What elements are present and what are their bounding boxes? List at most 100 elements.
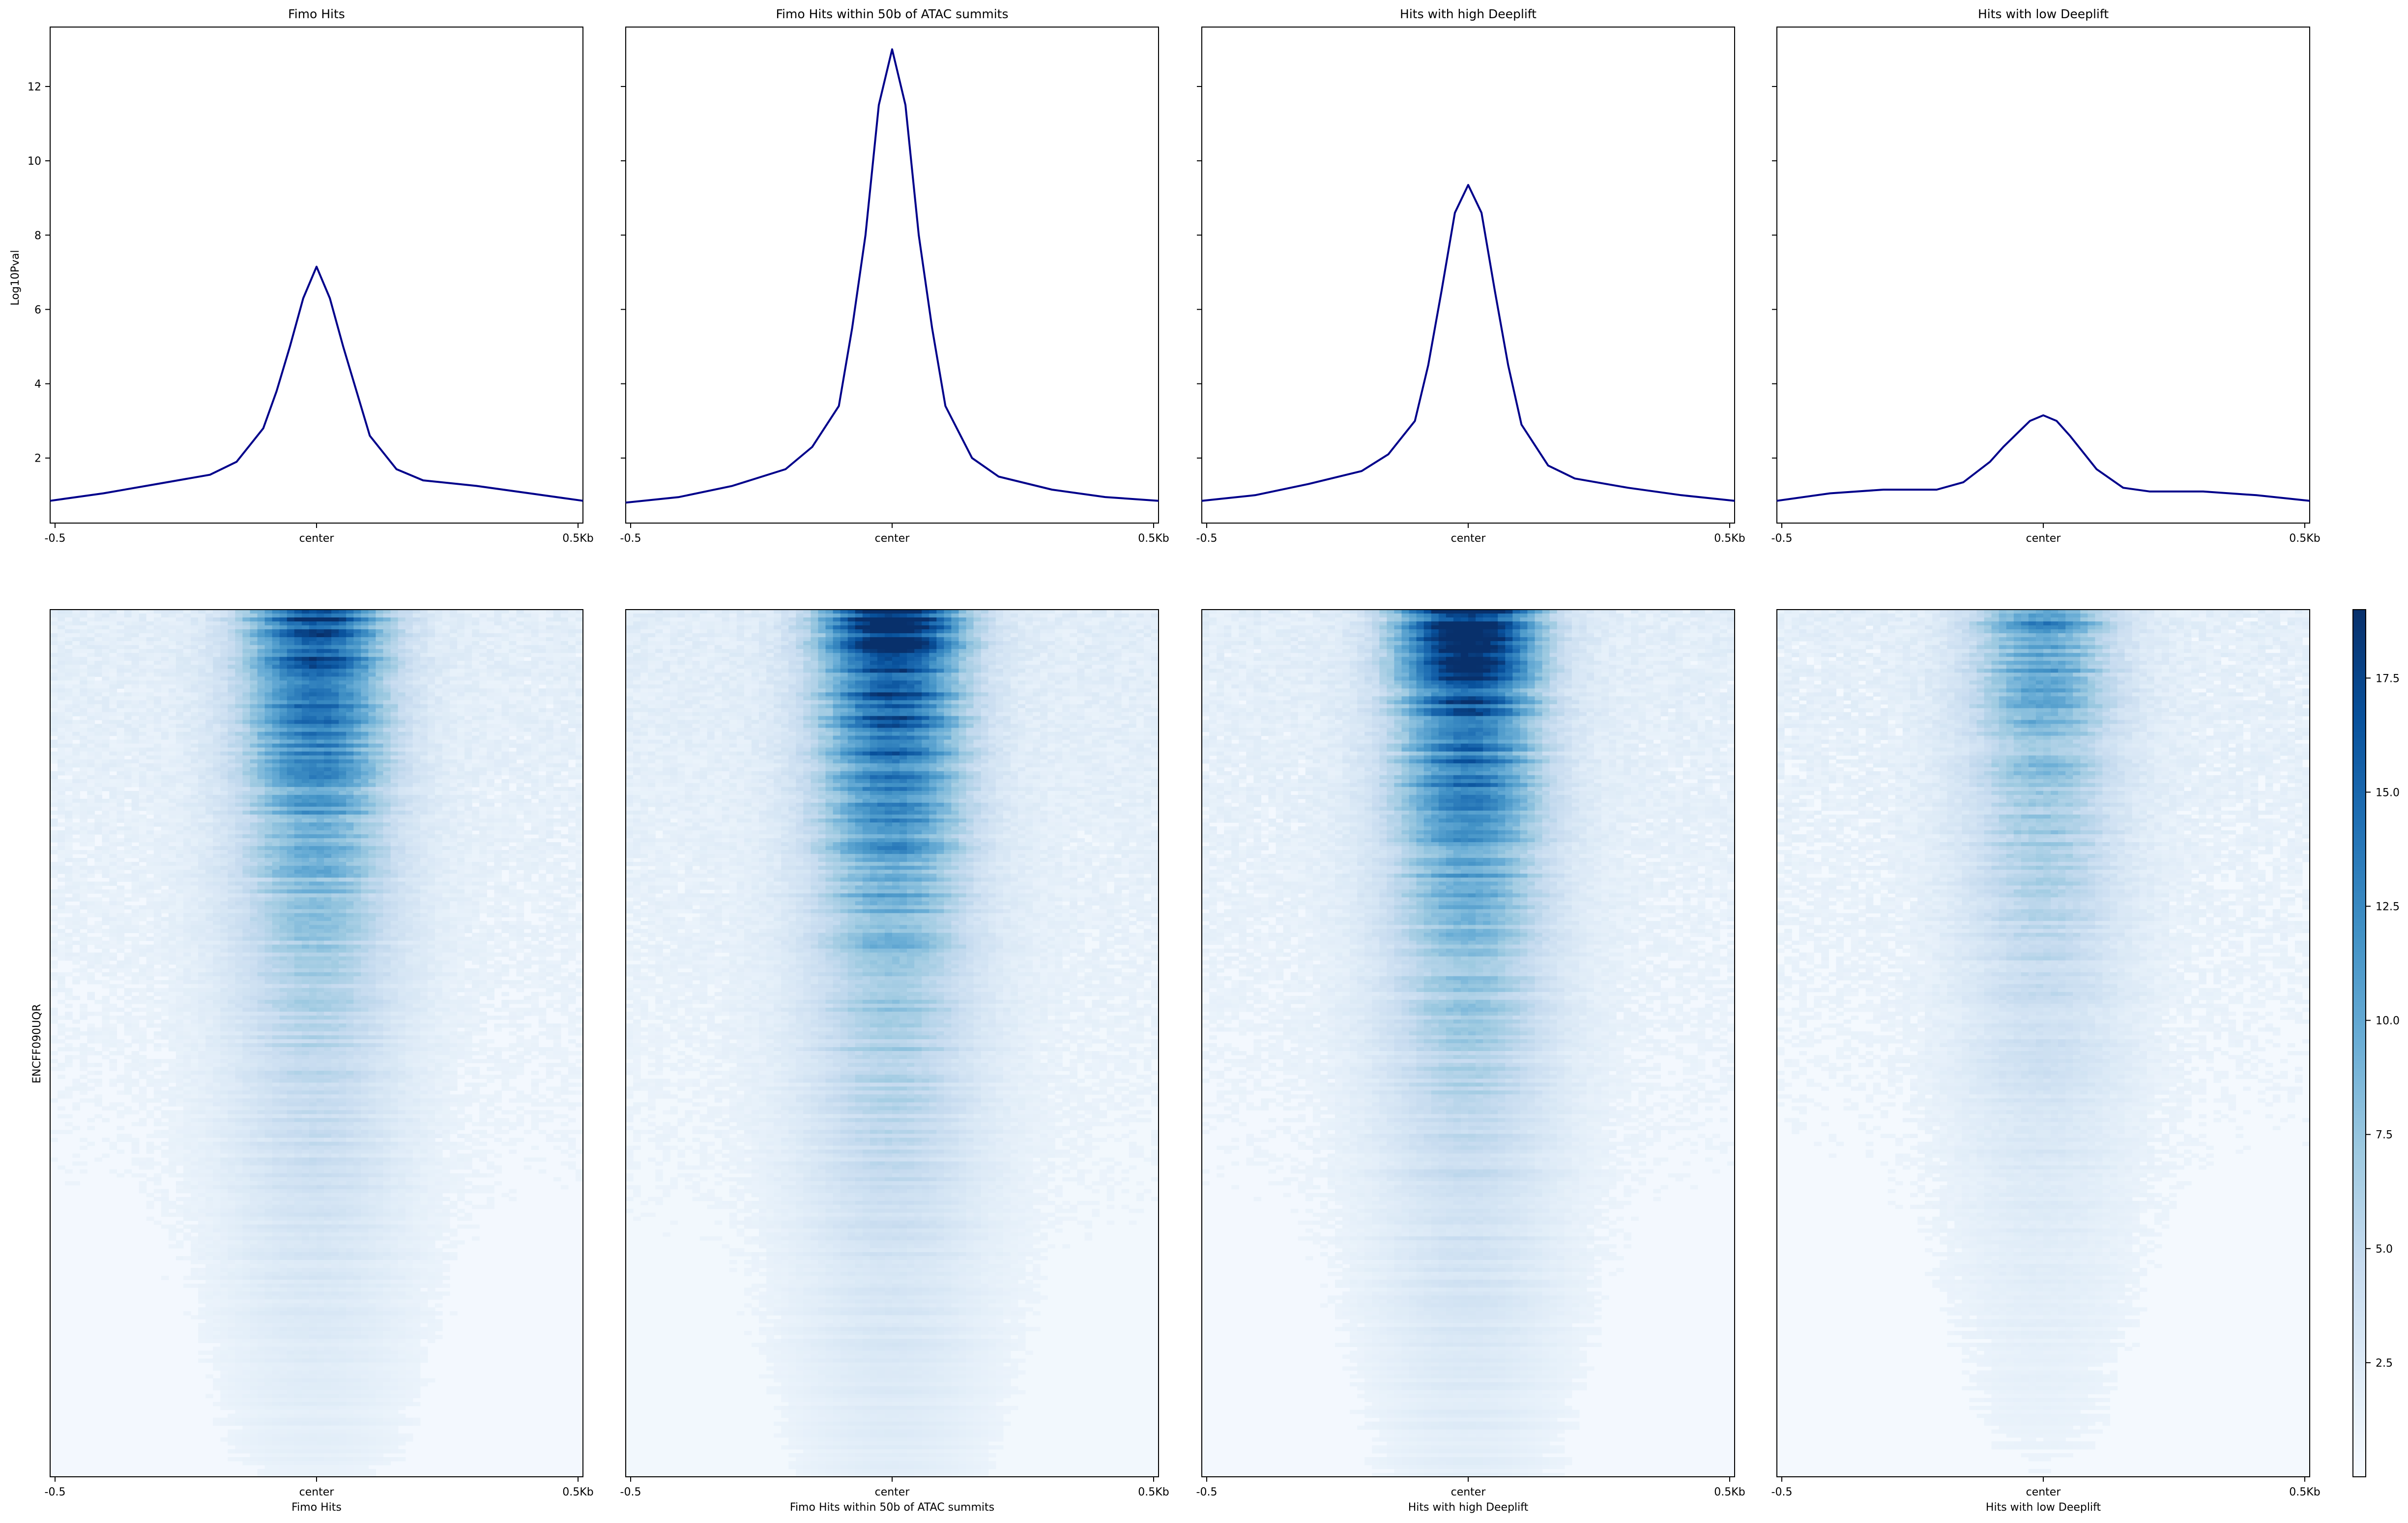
heatmap-cell bbox=[272, 617, 280, 622]
heatmap-cell bbox=[383, 661, 391, 665]
heatmap-cell bbox=[294, 700, 302, 704]
heatmap-cell bbox=[117, 617, 125, 622]
heatmap-cell bbox=[509, 610, 517, 614]
heatmap-cell bbox=[501, 700, 509, 704]
heatmap-cell bbox=[235, 649, 243, 653]
heatmap-cell bbox=[398, 740, 406, 744]
heatmap-cell bbox=[102, 724, 110, 729]
heatmap-cell bbox=[376, 696, 383, 701]
heatmap-cell bbox=[413, 728, 421, 732]
heatmap-cell bbox=[117, 720, 125, 725]
heatmap-cell bbox=[287, 684, 295, 689]
heatmap-cell bbox=[383, 610, 391, 614]
heatmap-cell bbox=[154, 700, 162, 704]
heatmap-cell bbox=[479, 614, 487, 618]
heatmap-cell bbox=[494, 708, 502, 713]
heatmap-cell bbox=[258, 657, 265, 661]
heatmap-cell bbox=[353, 704, 361, 708]
heatmap-cell bbox=[561, 661, 569, 665]
heatmap-cell bbox=[132, 736, 140, 740]
heatmap-cell bbox=[309, 720, 317, 725]
heatmap-cell bbox=[50, 740, 58, 744]
heatmap-cell bbox=[272, 692, 280, 697]
heatmap-cell bbox=[376, 625, 383, 630]
heatmap-cell bbox=[546, 649, 554, 653]
heatmap-cell bbox=[183, 625, 191, 630]
heatmap-cell bbox=[568, 673, 576, 677]
heatmap-cell bbox=[72, 673, 80, 677]
heatmap-cell bbox=[450, 712, 458, 717]
heatmap-cell bbox=[309, 614, 317, 618]
heatmap-cell bbox=[368, 728, 376, 732]
heatmap-cell bbox=[361, 657, 369, 661]
heatmap-cell bbox=[228, 732, 235, 736]
heatmap-cell bbox=[531, 688, 539, 693]
heatmap-cell bbox=[139, 633, 147, 638]
heatmap-cell bbox=[94, 684, 102, 689]
heatmap-cell bbox=[72, 688, 80, 693]
heatmap-cell bbox=[576, 684, 583, 689]
heatmap-cell bbox=[50, 680, 58, 685]
heatmap-cell bbox=[132, 680, 140, 685]
heatmap-cell bbox=[576, 621, 583, 626]
heatmap-cell bbox=[117, 633, 125, 638]
heatmap-cell bbox=[294, 661, 302, 665]
heatmap-cell bbox=[568, 680, 576, 685]
heatmap-cell bbox=[287, 657, 295, 661]
heatmap-cell bbox=[80, 708, 87, 713]
heatmap-cell bbox=[242, 610, 250, 614]
heatmap-cell bbox=[191, 610, 199, 614]
heatmap-cell bbox=[561, 704, 569, 708]
heatmap-cell bbox=[509, 708, 517, 713]
heatmap-cell bbox=[205, 700, 213, 704]
heatmap-cell bbox=[464, 637, 472, 642]
heatmap-cell bbox=[524, 692, 532, 697]
heatmap-cell bbox=[398, 704, 406, 708]
heatmap-cell bbox=[102, 720, 110, 725]
heatmap-cell bbox=[391, 629, 399, 634]
heatmap-cell bbox=[198, 704, 206, 708]
heatmap-cell bbox=[191, 680, 199, 685]
heatmap-cell bbox=[494, 649, 502, 653]
heatmap-cell bbox=[391, 740, 399, 744]
heatmap-cell bbox=[524, 661, 532, 665]
heatmap-cell bbox=[109, 680, 117, 685]
heatmap-cell bbox=[464, 732, 472, 736]
heatmap-cell bbox=[420, 629, 428, 634]
heatmap-cell bbox=[132, 728, 140, 732]
heatmap-cell bbox=[413, 740, 421, 744]
heatmap-cell bbox=[464, 724, 472, 729]
heatmap-cell bbox=[280, 653, 288, 657]
heatmap-cell bbox=[65, 673, 73, 677]
heatmap-cell bbox=[139, 657, 147, 661]
heatmap-cell bbox=[479, 716, 487, 721]
heatmap-cell bbox=[309, 696, 317, 701]
heatmap-cell bbox=[198, 629, 206, 634]
heatmap-cell bbox=[183, 712, 191, 717]
heatmap-cell bbox=[457, 676, 465, 681]
heatmap-cell bbox=[132, 617, 140, 622]
heatmap-cell bbox=[242, 708, 250, 713]
heatmap-cell bbox=[280, 673, 288, 677]
heatmap-cell bbox=[109, 700, 117, 704]
heatmap-cell bbox=[117, 732, 125, 736]
heatmap-cell bbox=[154, 704, 162, 708]
heatmap-cell bbox=[339, 712, 347, 717]
heatmap-cell bbox=[169, 645, 176, 649]
heatmap-cell bbox=[346, 708, 354, 713]
heatmap-cell bbox=[517, 661, 524, 665]
heatmap-cell bbox=[531, 657, 539, 661]
heatmap-cell bbox=[265, 629, 273, 634]
heatmap-cell bbox=[191, 744, 199, 748]
heatmap-cell bbox=[383, 673, 391, 677]
heatmap-cell bbox=[435, 676, 443, 681]
heatmap-cell bbox=[191, 708, 199, 713]
heatmap-cell bbox=[250, 696, 258, 701]
heatmap-cell bbox=[561, 669, 569, 673]
heatmap-cell bbox=[220, 680, 228, 685]
heatmap-cell bbox=[568, 665, 576, 669]
heatmap-cell bbox=[191, 617, 199, 622]
heatmap-cell bbox=[435, 617, 443, 622]
heatmap-cell bbox=[442, 629, 450, 634]
heatmap-cell bbox=[487, 724, 494, 729]
